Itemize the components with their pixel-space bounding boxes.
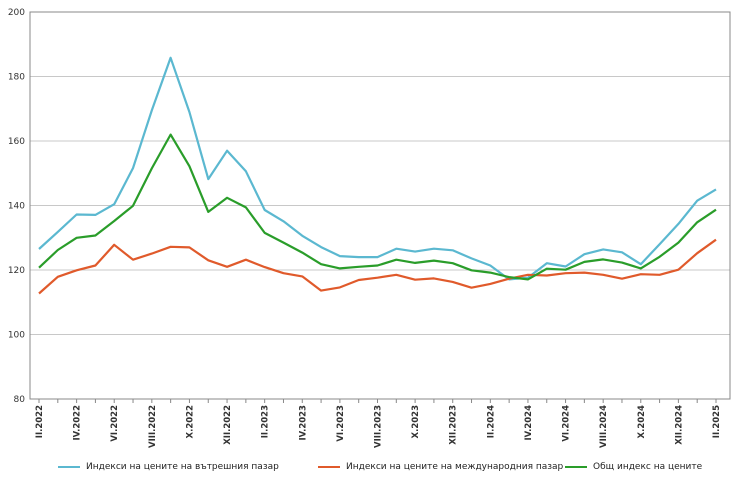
x-tick-label: XII.2023 <box>449 405 459 445</box>
x-tick-label: VI.2023 <box>336 405 346 442</box>
y-tick-label: 200 <box>8 8 25 18</box>
x-tick-label: VI.2022 <box>110 405 120 442</box>
x-tick-label: VIII.2024 <box>599 405 609 448</box>
legend-label-total: Общ индекс на цените <box>593 462 703 472</box>
legend-label-domestic: Индекси на цените на вътрешния пазар <box>86 462 279 472</box>
x-tick-label: IV.2024 <box>524 405 534 441</box>
x-tick-label: IV.2022 <box>73 405 83 441</box>
y-tick-label: 80 <box>14 395 26 405</box>
y-tick-label: 180 <box>8 73 25 83</box>
legend-swatch-international <box>318 466 340 468</box>
y-tick-label: 100 <box>8 331 25 341</box>
x-tick-label: VI.2024 <box>562 405 572 442</box>
series-line-total <box>38 133 717 281</box>
x-tick-label: X.2022 <box>185 405 195 439</box>
y-tick-label: 160 <box>8 137 25 147</box>
x-tick-label: X.2024 <box>637 405 647 439</box>
legend-item-domestic: Индекси на цените на вътрешния пазар <box>58 462 279 472</box>
legend-item-total: Общ индекс на цените <box>565 462 702 472</box>
x-tick-label: II.2025 <box>712 405 722 438</box>
x-tick-label: VIII.2022 <box>148 405 158 448</box>
y-axis: 80 100 120 140 160 180 200 <box>8 8 25 405</box>
x-tick-label: IV.2023 <box>298 405 308 441</box>
x-tick-label: II.2023 <box>261 405 271 438</box>
y-tick-label: 120 <box>8 266 25 276</box>
series-lines <box>38 56 717 295</box>
x-tick-label: VIII.2023 <box>374 405 384 448</box>
legend-swatch-total <box>565 466 587 468</box>
legend-swatch-domestic <box>58 466 80 468</box>
grid-lines <box>30 76 730 335</box>
series-line-international <box>38 238 717 295</box>
x-tick-label: XII.2024 <box>674 405 684 445</box>
x-tick-label: XII.2022 <box>223 405 233 445</box>
x-tick-label: II.2024 <box>486 405 496 438</box>
legend-item-international: Индекси на цените на международния пазар <box>318 462 563 472</box>
x-axis: II.2022 IV.2022 VI.2022 VIII.2022 X.2022 XII.… <box>35 399 722 448</box>
legend-label-international: Индекси на цените на международния пазар <box>346 462 564 472</box>
x-tick-label: X.2023 <box>411 405 421 439</box>
legend: Индекси на цените на вътрешния пазар Инд… <box>0 462 740 482</box>
series-line-domestic <box>38 56 717 281</box>
y-tick-label: 140 <box>8 202 25 212</box>
x-tick-label: II.2022 <box>35 405 45 438</box>
plot-area-border <box>29 11 731 400</box>
